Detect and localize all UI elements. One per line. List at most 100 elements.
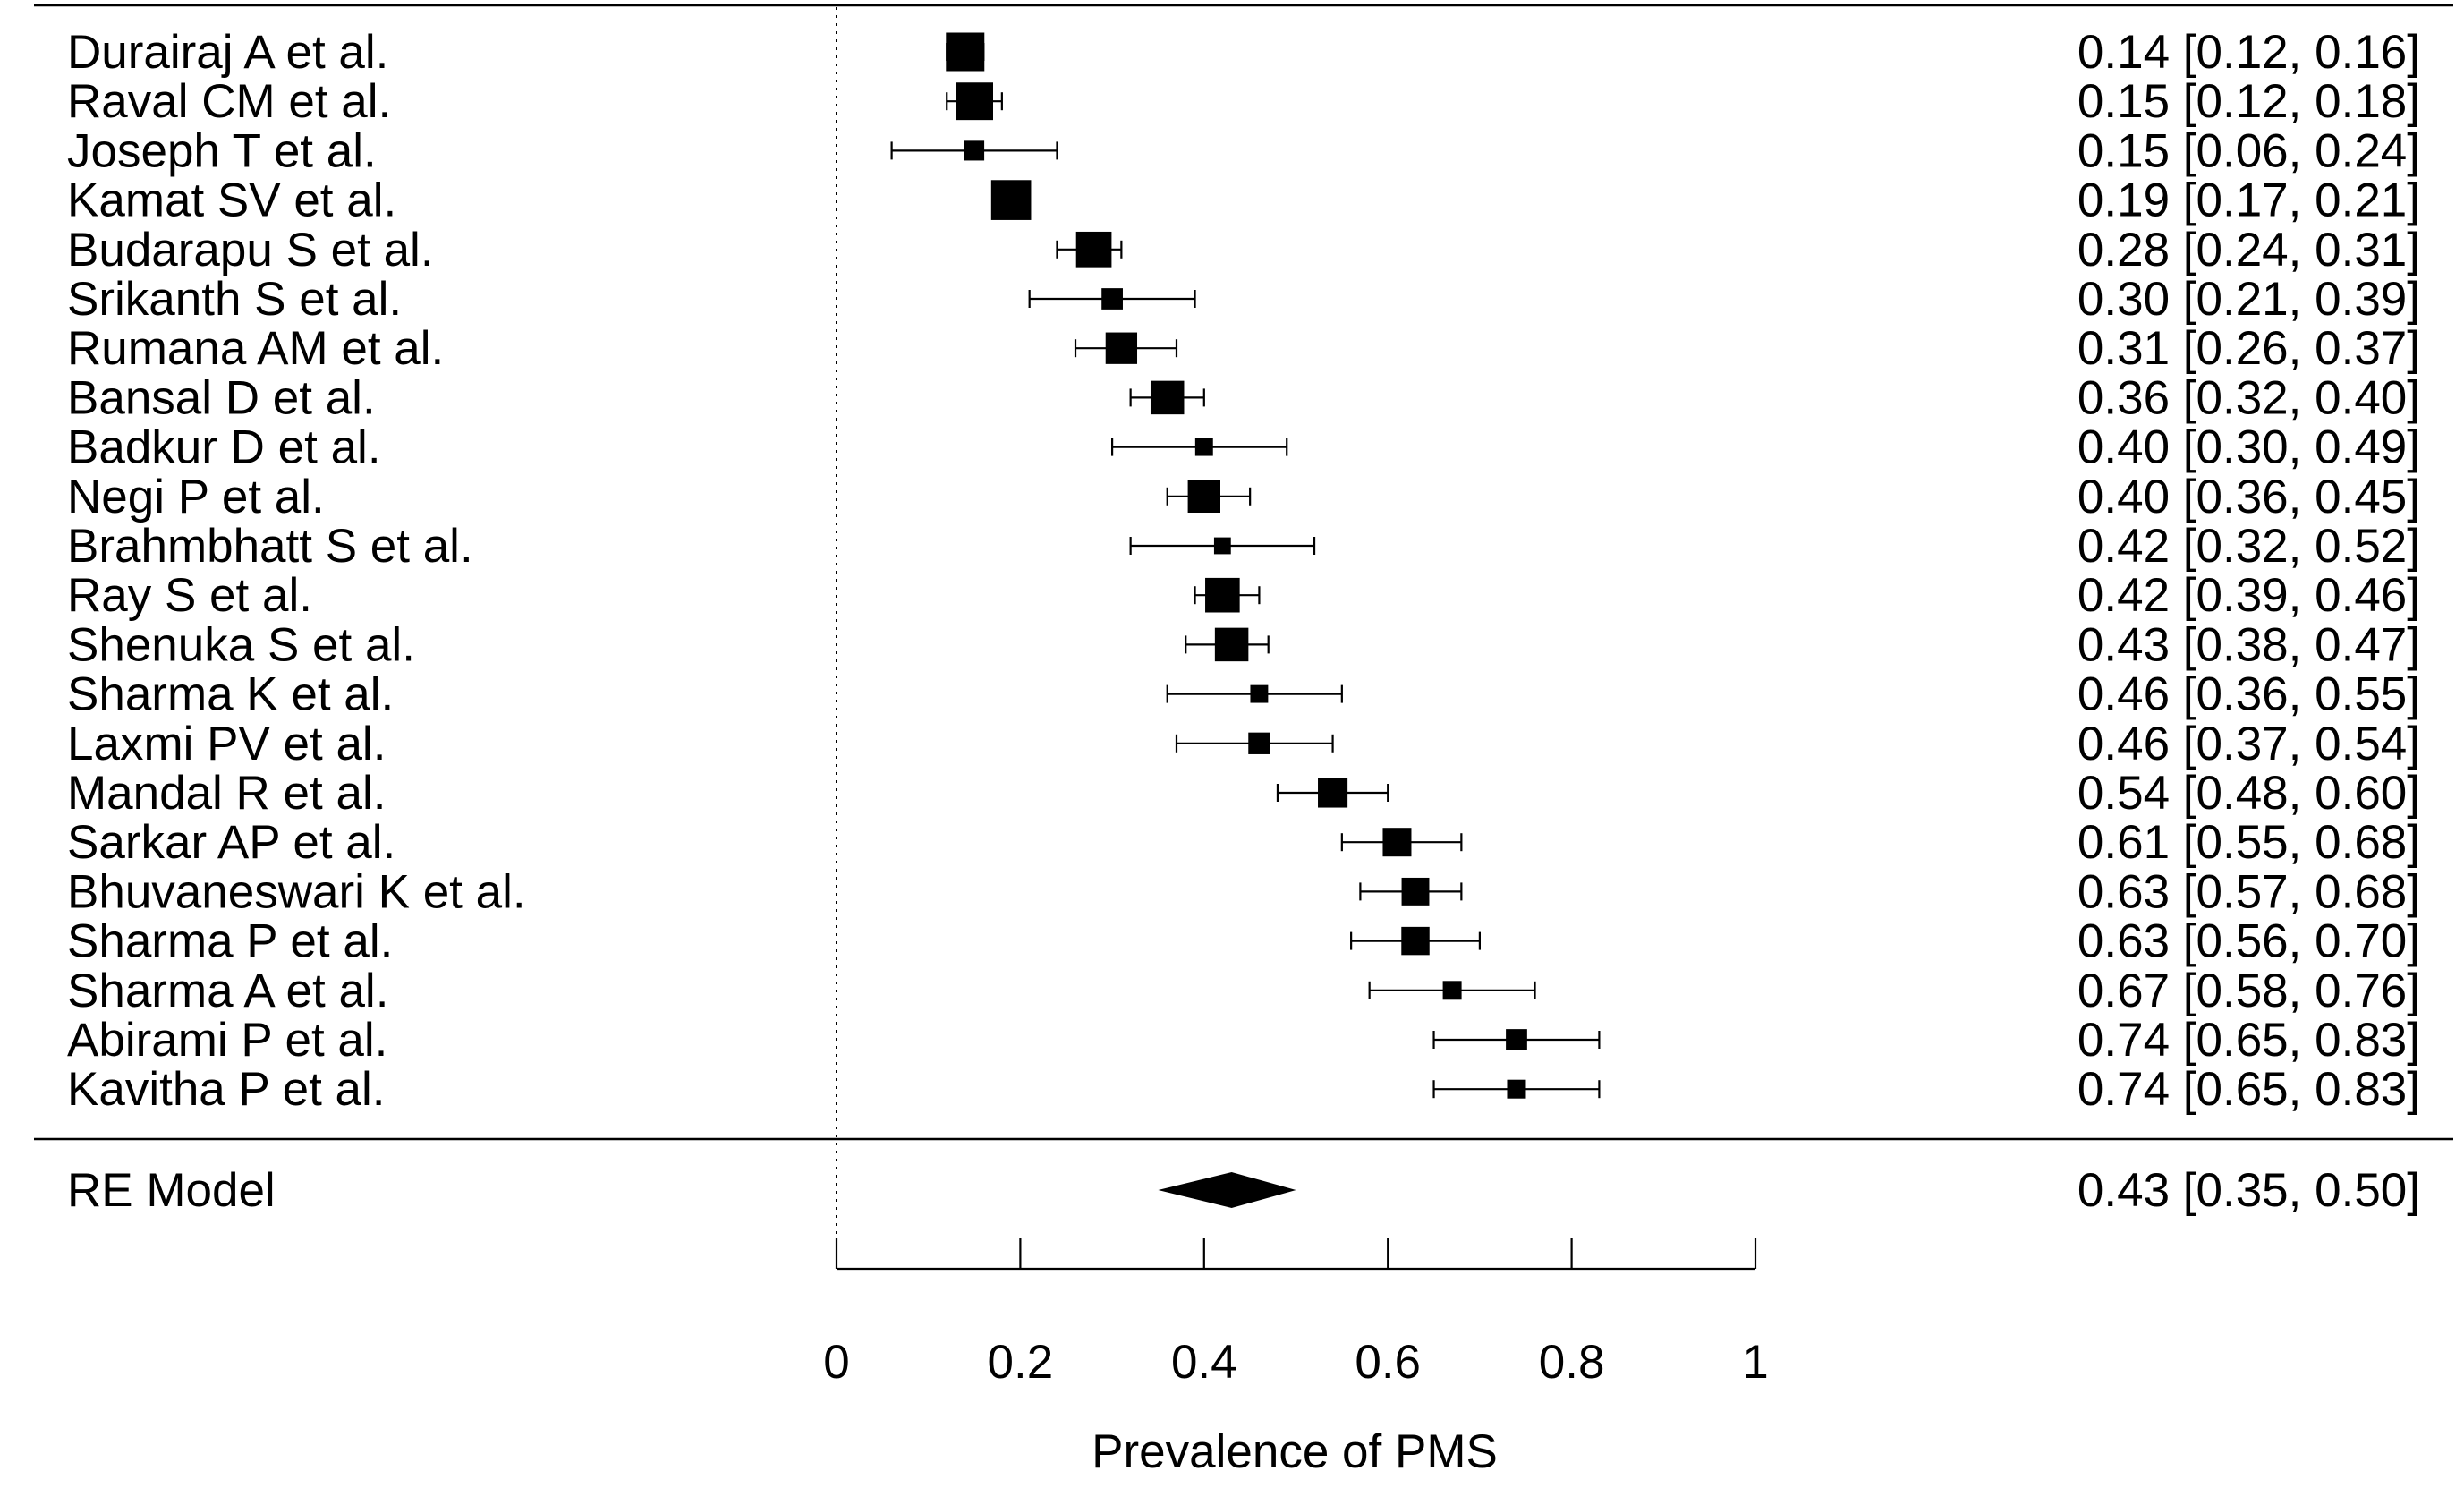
study-point (1382, 828, 1412, 857)
study-point (1250, 684, 1269, 703)
study-point (1506, 1029, 1527, 1050)
study-row: Kavitha P et al. 0.74 [0.65, 0.83] (67, 1063, 2420, 1116)
tick-label: 1 (1742, 1336, 1768, 1389)
study-ci-text: 0.42 [0.39, 0.46] (2077, 569, 2420, 622)
study-label: Bhuvaneswari K et al. (67, 865, 526, 918)
study-label: Badkur D et al. (67, 421, 381, 474)
tick-label: 0.4 (1171, 1336, 1237, 1389)
study-row: Bhuvaneswari K et al. 0.63 [0.57, 0.68] (67, 865, 2420, 918)
study-row: Joseph T et al. 0.15 [0.06, 0.24] (67, 124, 2420, 177)
study-point (1205, 577, 1240, 613)
study-point (1213, 537, 1231, 555)
study-row: Abirami P et al. 0.74 [0.65, 0.83] (67, 1014, 2420, 1067)
study-point (990, 180, 1032, 220)
study-label: Bansal D et al. (67, 371, 376, 424)
study-label: Sharma K et al. (67, 668, 394, 721)
study-row: Bansal D et al. 0.36 [0.32, 0.40] (67, 371, 2420, 424)
study-label: Budarapu S et al. (67, 224, 434, 276)
study-point (1442, 981, 1462, 1000)
study-ci-text: 0.74 [0.65, 0.83] (2077, 1014, 2420, 1067)
study-ci-text: 0.63 [0.57, 0.68] (2077, 865, 2420, 918)
study-row: Rumana AM et al. 0.31 [0.26, 0.37] (67, 322, 2420, 375)
study-ci-text: 0.46 [0.36, 0.55] (2077, 668, 2420, 721)
study-point (1507, 1079, 1526, 1099)
study-ci-text: 0.30 [0.21, 0.39] (2077, 273, 2420, 326)
study-ci-text: 0.31 [0.26, 0.37] (2077, 322, 2420, 375)
study-ci-text: 0.28 [0.24, 0.31] (2077, 224, 2420, 276)
study-point (964, 140, 985, 161)
study-label: Kamat SV et al. (67, 174, 396, 227)
study-ci-text: 0.74 [0.65, 0.83] (2077, 1063, 2420, 1116)
study-row: Kamat SV et al. 0.19 [0.17, 0.21] (67, 174, 2420, 227)
study-point (1075, 231, 1112, 268)
study-ci-text: 0.67 [0.58, 0.76] (2077, 965, 2420, 1017)
study-ci-text: 0.42 [0.32, 0.52] (2077, 520, 2420, 573)
study-row: Brahmbhatt S et al. 0.42 [0.32, 0.52] (67, 520, 2420, 573)
study-label: Ray S et al. (67, 569, 312, 622)
study-label: Sharma P et al. (67, 915, 393, 968)
study-rows: Durairaj A et al. 0.14 [0.12, 0.16]Raval … (67, 26, 2420, 1116)
study-row: Durairaj A et al. 0.14 [0.12, 0.16] (67, 26, 2420, 79)
study-point (1401, 926, 1430, 956)
study-row: Srikanth S et al. 0.30 [0.21, 0.39] (67, 273, 2420, 326)
study-point (1194, 438, 1213, 456)
study-row: Budarapu S et al. 0.28 [0.24, 0.31] (67, 224, 2420, 276)
study-row: Raval CM et al. 0.15 [0.12, 0.18] (67, 75, 2420, 128)
study-row: Mandal R et al. 0.54 [0.48, 0.60] (67, 767, 2420, 820)
study-point (946, 32, 985, 72)
study-label: Brahmbhatt S et al. (67, 520, 473, 573)
study-label: Joseph T et al. (67, 124, 377, 177)
study-ci-text: 0.40 [0.36, 0.45] (2077, 471, 2420, 523)
study-row: Sharma A et al. 0.67 [0.58, 0.76] (67, 965, 2420, 1017)
study-ci-text: 0.61 [0.55, 0.68] (2077, 816, 2420, 869)
study-label: Negi P et al. (67, 471, 325, 523)
study-label: Durairaj A et al. (67, 26, 388, 79)
study-label: Laxmi PV et al. (67, 718, 386, 770)
x-axis: 0 0.2 0.4 0.6 0.8 1 (823, 1238, 1769, 1389)
study-point (956, 82, 993, 121)
tick-label: 0 (823, 1336, 849, 1389)
study-row: Sharma K et al. 0.46 [0.36, 0.55] (67, 668, 2420, 721)
study-ci-text: 0.36 [0.32, 0.40] (2077, 371, 2420, 424)
study-point (1105, 332, 1138, 364)
study-row: Shenuka S et al. 0.43 [0.38, 0.47] (67, 618, 2420, 671)
summary-label: RE Model (67, 1164, 276, 1217)
x-axis-title: Prevalence of PMS (1092, 1425, 1498, 1478)
study-point (1401, 877, 1430, 906)
summary-diamond (1158, 1172, 1296, 1208)
study-label: Sharma A et al. (67, 965, 388, 1017)
study-row: Laxmi PV et al. 0.46 [0.37, 0.54] (67, 718, 2420, 770)
study-label: Mandal R et al. (67, 767, 386, 820)
study-point (1101, 288, 1123, 310)
study-ci-text: 0.43 [0.38, 0.47] (2077, 618, 2420, 671)
study-ci-text: 0.15 [0.12, 0.18] (2077, 75, 2420, 128)
tick-label: 0.8 (1539, 1336, 1605, 1389)
study-ci-text: 0.19 [0.17, 0.21] (2077, 174, 2420, 227)
study-row: Sharma P et al. 0.63 [0.56, 0.70] (67, 915, 2420, 968)
study-label: Srikanth S et al. (67, 273, 402, 326)
study-label: Sarkar AP et al. (67, 816, 395, 869)
study-label: Raval CM et al. (67, 75, 391, 128)
study-point (1187, 480, 1220, 513)
study-row: Negi P et al. 0.40 [0.36, 0.45] (67, 471, 2420, 523)
study-ci-text: 0.14 [0.12, 0.16] (2077, 26, 2420, 79)
study-point (1318, 778, 1348, 808)
study-point (1214, 627, 1249, 662)
study-ci-text: 0.63 [0.56, 0.70] (2077, 915, 2420, 968)
study-point (1150, 380, 1185, 415)
study-ci-text: 0.40 [0.30, 0.49] (2077, 421, 2420, 474)
study-label: Shenuka S et al. (67, 618, 415, 671)
study-label: Abirami P et al. (67, 1014, 387, 1067)
study-point (1248, 732, 1270, 754)
study-ci-text: 0.15 [0.06, 0.24] (2077, 124, 2420, 177)
study-row: Ray S et al. 0.42 [0.39, 0.46] (67, 569, 2420, 622)
summary-ci-text: 0.43 [0.35, 0.50] (2077, 1164, 2420, 1217)
study-ci-text: 0.54 [0.48, 0.60] (2077, 767, 2420, 820)
study-label: Rumana AM et al. (67, 322, 444, 375)
study-row: Sarkar AP et al. 0.61 [0.55, 0.68] (67, 816, 2420, 869)
study-row: Badkur D et al. 0.40 [0.30, 0.49] (67, 421, 2420, 474)
tick-label: 0.2 (988, 1336, 1054, 1389)
study-label: Kavitha P et al. (67, 1063, 386, 1116)
tick-label: 0.6 (1355, 1336, 1421, 1389)
